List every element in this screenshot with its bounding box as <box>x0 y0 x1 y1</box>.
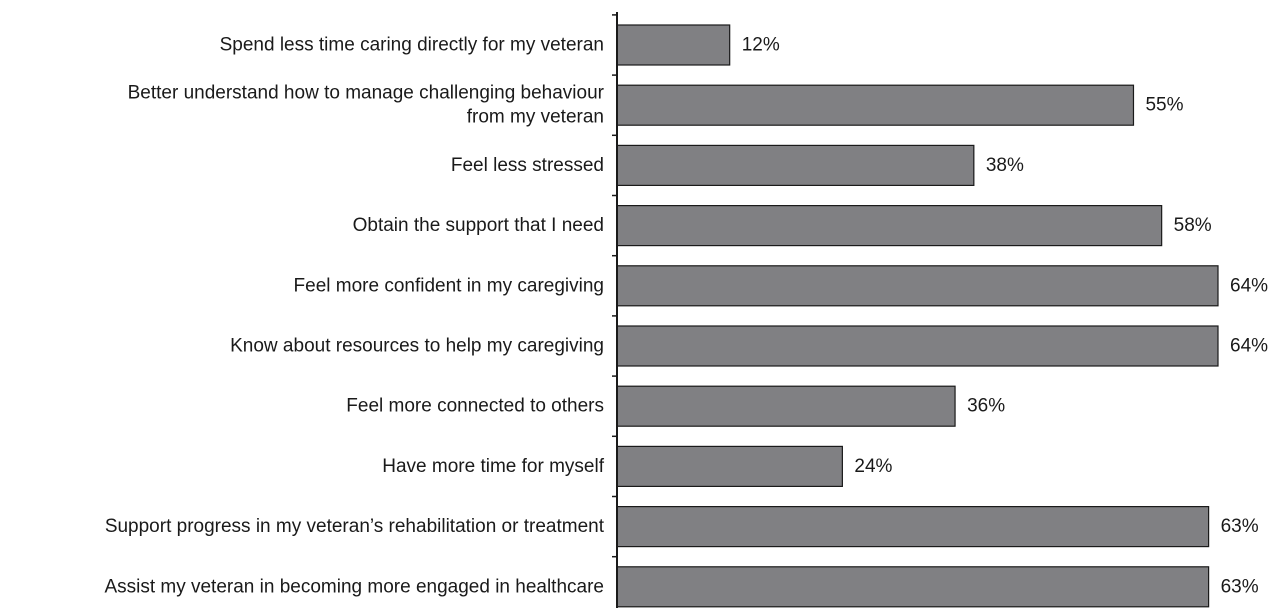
category-labels-group: Spend less time caring directly for my v… <box>104 35 604 598</box>
bar <box>616 205 1163 247</box>
bar <box>616 506 1210 548</box>
bar <box>616 24 731 66</box>
category-label-line: Support progress in my veteran’s rehabil… <box>105 516 605 537</box>
category-label: Better understand how to manage challeng… <box>128 83 605 128</box>
bar <box>616 566 1210 608</box>
category-label: Obtain the support that I need <box>353 215 604 236</box>
bar <box>616 265 1219 307</box>
bar-value-label: 58% <box>1174 215 1212 236</box>
bar-value-label: 63% <box>1221 516 1259 537</box>
category-label-line: Assist my veteran in becoming more engag… <box>104 576 604 597</box>
value-labels-group: 12% 55% 38% 58% 64% 64% 36% 24% 63% 63% <box>742 35 1268 598</box>
category-label-line: Feel less stressed <box>451 155 604 176</box>
bar-value-label: 24% <box>854 456 892 477</box>
bars-group <box>616 24 1219 608</box>
category-label-line: Know about resources to help my caregivi… <box>230 336 604 357</box>
bar-value-label: 64% <box>1230 275 1268 296</box>
category-label: Feel more connected to others <box>346 396 604 417</box>
category-label: Feel less stressed <box>451 155 604 176</box>
bar <box>616 385 956 427</box>
bar <box>616 325 1219 367</box>
bar-value-label: 38% <box>986 155 1024 176</box>
category-label: Know about resources to help my caregivi… <box>230 336 604 357</box>
category-label-line: Better understand how to manage challeng… <box>128 83 605 104</box>
bar-value-label: 36% <box>967 396 1005 417</box>
category-label-line: from my veteran <box>467 107 604 128</box>
category-label-line: Feel more confident in my caregiving <box>294 275 604 296</box>
category-label-line: Have more time for myself <box>382 456 604 477</box>
category-label-line: Spend less time caring directly for my v… <box>220 35 604 56</box>
category-label-line: Feel more connected to others <box>346 396 604 417</box>
category-label-line: Obtain the support that I need <box>353 215 604 236</box>
category-label: Have more time for myself <box>382 456 604 477</box>
bar-value-label: 55% <box>1145 95 1183 116</box>
bar-value-label: 63% <box>1221 576 1259 597</box>
bar <box>616 144 975 186</box>
category-label: Assist my veteran in becoming more engag… <box>104 576 604 597</box>
category-label: Feel more confident in my caregiving <box>294 275 604 296</box>
bar <box>616 84 1135 126</box>
bar <box>616 445 843 487</box>
category-label: Support progress in my veteran’s rehabil… <box>105 516 605 537</box>
bar-value-label: 12% <box>742 35 780 56</box>
y-axis <box>612 12 618 608</box>
bar-value-label: 64% <box>1230 336 1268 357</box>
category-label: Spend less time caring directly for my v… <box>220 35 604 56</box>
